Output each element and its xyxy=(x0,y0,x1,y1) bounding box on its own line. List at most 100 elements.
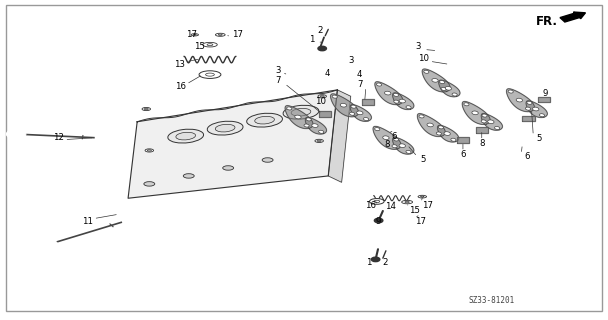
Ellipse shape xyxy=(451,138,456,141)
Polygon shape xyxy=(526,101,547,117)
Ellipse shape xyxy=(516,98,522,102)
Polygon shape xyxy=(462,101,490,124)
Ellipse shape xyxy=(340,103,347,107)
Ellipse shape xyxy=(317,140,321,142)
Ellipse shape xyxy=(533,107,539,111)
Text: 15: 15 xyxy=(194,42,205,51)
Ellipse shape xyxy=(364,117,368,121)
Text: 5: 5 xyxy=(421,155,426,164)
Ellipse shape xyxy=(445,86,452,90)
Ellipse shape xyxy=(262,158,273,162)
Ellipse shape xyxy=(406,106,411,109)
Ellipse shape xyxy=(283,105,319,119)
Ellipse shape xyxy=(384,91,391,95)
Ellipse shape xyxy=(255,116,274,124)
Polygon shape xyxy=(438,125,459,142)
Polygon shape xyxy=(457,137,469,143)
Ellipse shape xyxy=(444,132,451,135)
Text: 7: 7 xyxy=(357,80,362,89)
Ellipse shape xyxy=(481,120,486,123)
Ellipse shape xyxy=(418,195,427,198)
Circle shape xyxy=(318,46,326,51)
Ellipse shape xyxy=(392,145,397,148)
Ellipse shape xyxy=(393,138,399,141)
Ellipse shape xyxy=(351,105,356,108)
Text: 9: 9 xyxy=(543,89,548,98)
Text: 10: 10 xyxy=(315,97,326,106)
Ellipse shape xyxy=(304,124,309,127)
Ellipse shape xyxy=(464,103,469,106)
Ellipse shape xyxy=(193,34,196,35)
Ellipse shape xyxy=(376,83,382,86)
Ellipse shape xyxy=(382,136,389,140)
Polygon shape xyxy=(328,90,351,182)
Text: 13: 13 xyxy=(174,60,185,69)
Circle shape xyxy=(371,257,380,262)
Text: 1: 1 xyxy=(308,35,314,44)
Ellipse shape xyxy=(142,108,151,111)
Polygon shape xyxy=(350,105,371,121)
Ellipse shape xyxy=(291,108,311,116)
Polygon shape xyxy=(285,106,313,129)
Polygon shape xyxy=(373,126,401,149)
Ellipse shape xyxy=(374,200,380,203)
Ellipse shape xyxy=(176,132,196,140)
Ellipse shape xyxy=(320,95,324,97)
Ellipse shape xyxy=(452,93,457,96)
Ellipse shape xyxy=(406,150,411,153)
Ellipse shape xyxy=(223,166,233,170)
Ellipse shape xyxy=(393,93,399,96)
Text: 4: 4 xyxy=(324,69,330,78)
Ellipse shape xyxy=(215,124,235,132)
Text: 7: 7 xyxy=(276,76,282,85)
FancyArrow shape xyxy=(560,12,586,22)
Polygon shape xyxy=(375,82,403,105)
Polygon shape xyxy=(128,90,337,198)
Ellipse shape xyxy=(399,99,406,103)
Text: 16: 16 xyxy=(365,201,376,210)
Ellipse shape xyxy=(488,120,494,124)
Ellipse shape xyxy=(218,34,223,36)
Polygon shape xyxy=(393,93,414,109)
Text: 5: 5 xyxy=(537,134,542,143)
Ellipse shape xyxy=(145,149,154,152)
Text: 15: 15 xyxy=(409,206,420,215)
Ellipse shape xyxy=(207,44,213,46)
Ellipse shape xyxy=(539,114,545,117)
Polygon shape xyxy=(393,137,414,154)
Ellipse shape xyxy=(207,121,243,135)
Text: 2: 2 xyxy=(317,27,323,36)
Ellipse shape xyxy=(287,107,292,110)
Ellipse shape xyxy=(312,124,318,127)
Ellipse shape xyxy=(424,70,429,73)
Polygon shape xyxy=(305,117,326,134)
Ellipse shape xyxy=(427,123,434,127)
Ellipse shape xyxy=(419,115,424,118)
Circle shape xyxy=(7,129,26,139)
Text: 10: 10 xyxy=(418,54,429,63)
Ellipse shape xyxy=(438,126,443,129)
Ellipse shape xyxy=(370,198,384,204)
Ellipse shape xyxy=(421,196,424,197)
Ellipse shape xyxy=(199,71,221,78)
Polygon shape xyxy=(319,111,331,117)
Text: FR.: FR. xyxy=(536,15,558,28)
Ellipse shape xyxy=(202,42,217,47)
Ellipse shape xyxy=(306,118,311,121)
Ellipse shape xyxy=(247,113,283,127)
Text: 6: 6 xyxy=(460,150,466,159)
Ellipse shape xyxy=(508,90,513,93)
Polygon shape xyxy=(506,89,534,112)
Text: 6: 6 xyxy=(391,132,396,140)
Text: 8: 8 xyxy=(384,140,390,148)
Ellipse shape xyxy=(319,130,324,133)
Text: 6: 6 xyxy=(525,152,530,161)
Text: 3: 3 xyxy=(276,66,282,75)
Ellipse shape xyxy=(472,111,478,115)
Ellipse shape xyxy=(183,174,194,178)
Text: 17: 17 xyxy=(232,30,243,39)
Polygon shape xyxy=(522,116,534,122)
Ellipse shape xyxy=(432,78,438,82)
Ellipse shape xyxy=(191,34,198,36)
Text: 3: 3 xyxy=(348,56,354,65)
